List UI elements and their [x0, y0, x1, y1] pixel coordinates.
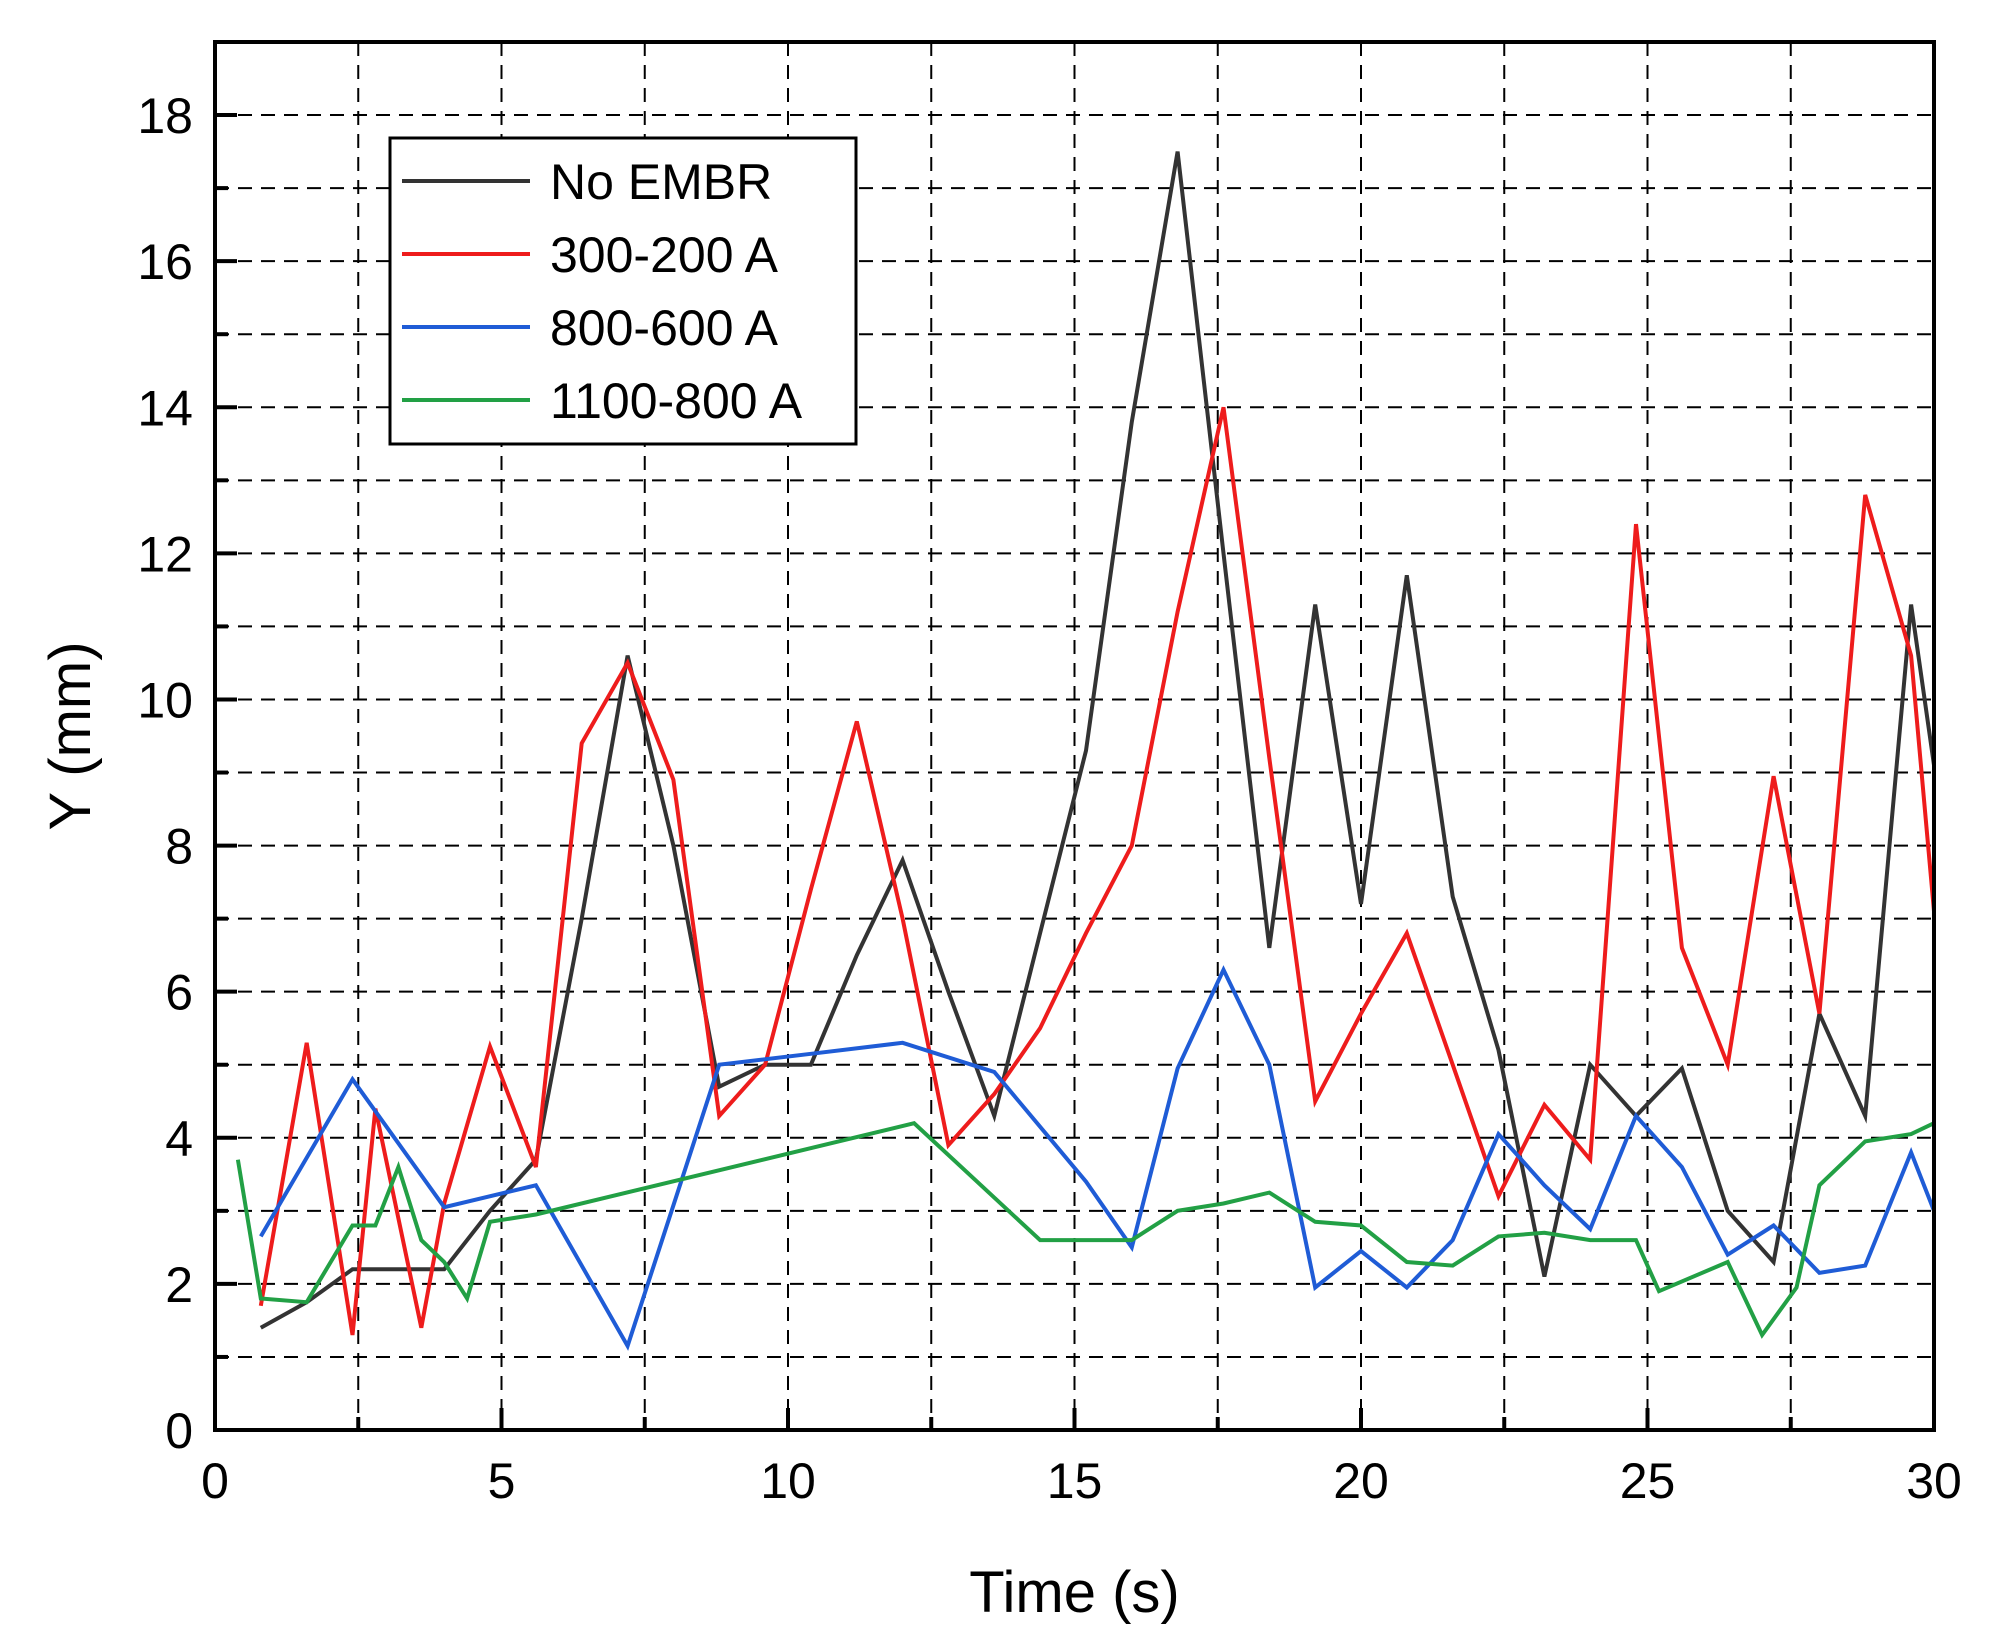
- series-line-2: [258, 406, 1934, 1336]
- series-line-3: [259, 965, 1934, 1351]
- x-tick-label: 0: [201, 1453, 229, 1509]
- plot-area: [235, 151, 1934, 1351]
- x-tick-label: 10: [760, 1453, 816, 1509]
- series-line-1: [259, 151, 1934, 1330]
- y-tick-label: 10: [137, 672, 193, 728]
- x-tick-label: 15: [1047, 1453, 1103, 1509]
- x-tick-label: 20: [1333, 1453, 1389, 1509]
- series-line-4: [235, 1121, 1934, 1339]
- y-tick-label: 16: [137, 234, 193, 290]
- grid: [215, 42, 1934, 1430]
- legend-label: No EMBR: [550, 154, 772, 210]
- legend-label: 1100-800 A: [550, 373, 803, 429]
- legend: No EMBR 300-200 A 800-600 A 1100-800 A: [388, 136, 858, 446]
- series-lines: [235, 151, 1934, 1351]
- axis-tick-labels: 0 5 10 15 20 25 30 0 2 4 6 8 10 12 14 16 18: [137, 88, 1961, 1509]
- x-tick-label: 5: [488, 1453, 516, 1509]
- x-axis-title: Time (s): [969, 1560, 1179, 1625]
- y-axis-title: Y (mm): [38, 641, 103, 830]
- x-tick-label: 30: [1906, 1453, 1962, 1509]
- x-tick-label: 25: [1620, 1453, 1676, 1509]
- y-tick-label: 18: [137, 88, 193, 144]
- legend-box: [388, 136, 858, 446]
- legend-label: 300-200 A: [550, 227, 779, 283]
- axis-ticks: [213, 40, 1936, 1432]
- y-tick-label: 12: [137, 526, 193, 582]
- y-tick-label: 2: [165, 1257, 193, 1313]
- y-tick-label: 14: [137, 380, 193, 436]
- y-tick-label: 8: [165, 819, 193, 875]
- y-tick-label: 4: [165, 1111, 193, 1167]
- y-tick-label: 0: [165, 1403, 193, 1459]
- y-tick-label: 6: [165, 965, 193, 1021]
- legend-label: 800-600 A: [550, 300, 779, 356]
